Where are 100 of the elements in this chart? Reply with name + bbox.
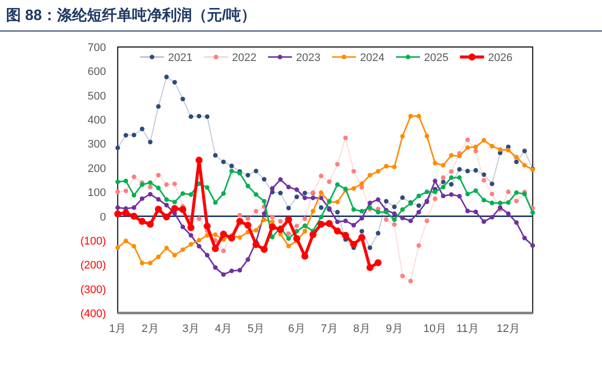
point [156,172,161,178]
point [506,211,511,216]
legend-label: 2023 [296,52,320,64]
point [180,224,186,230]
point [179,206,186,213]
point [270,214,275,220]
point [294,194,300,200]
point [424,134,430,138]
point [360,208,364,214]
point [416,114,422,118]
point [213,153,218,158]
x-tick-label: 11月 [456,323,479,335]
point [440,180,446,184]
point [188,233,194,238]
point [326,179,332,184]
point [374,259,382,266]
point [376,197,380,202]
point [351,186,356,191]
point [220,230,227,238]
point [172,200,177,204]
point [351,222,356,228]
point [252,241,260,248]
point [514,198,519,204]
point [482,219,486,224]
point [473,188,478,193]
y-tick-label: 0 [100,211,106,224]
point [132,174,136,180]
point [180,191,186,196]
point [164,246,169,250]
point [376,210,380,214]
point [424,218,430,224]
point [424,190,430,194]
x-tick-label: 12月 [496,323,520,335]
point [270,220,275,224]
x-tick-label: 3月 [182,323,200,335]
y-tick-label: (300) [80,284,106,296]
point [343,136,348,140]
point [196,238,202,243]
point [465,168,470,174]
point [514,190,519,195]
point [244,222,252,229]
point [318,205,324,210]
point [204,114,210,119]
point [465,208,470,214]
point [148,184,153,190]
point [294,224,300,228]
point [334,228,341,235]
point [188,114,194,119]
point [204,252,210,258]
point [237,213,242,218]
point [376,230,380,236]
point [172,80,177,85]
point [115,180,120,184]
point [246,172,250,178]
point [196,244,202,249]
point [236,218,244,225]
y-tick-label: 500 [88,90,106,102]
point [514,220,519,225]
point [449,192,454,197]
point [318,190,324,195]
point [392,217,397,222]
point [229,164,234,168]
point [286,236,291,241]
point [180,96,186,102]
x-tick-label: 8月 [353,323,370,335]
point [260,246,268,253]
point [132,132,136,138]
point [335,210,340,214]
point [154,206,162,213]
point [140,126,144,132]
point [432,160,438,166]
point [432,196,438,202]
point [132,192,136,198]
point [449,169,454,174]
point [156,186,161,190]
point [465,145,470,150]
point [285,216,292,224]
legend-label: 2022 [232,52,256,64]
point [140,260,144,266]
point [268,223,276,230]
point [392,222,397,227]
legend-label: 2025 [424,52,448,64]
point [164,74,169,80]
point [254,192,258,197]
point [254,168,258,174]
point [213,265,218,270]
x-tick-label: 4月 [214,323,232,335]
point [196,216,202,221]
point [360,216,364,221]
point [482,198,486,202]
point [124,178,128,184]
point [278,219,283,224]
point [187,224,194,232]
point [457,154,462,158]
point [196,156,203,164]
point [278,177,283,182]
point [172,182,177,186]
point [384,198,389,204]
point [310,208,316,214]
point [384,217,389,222]
